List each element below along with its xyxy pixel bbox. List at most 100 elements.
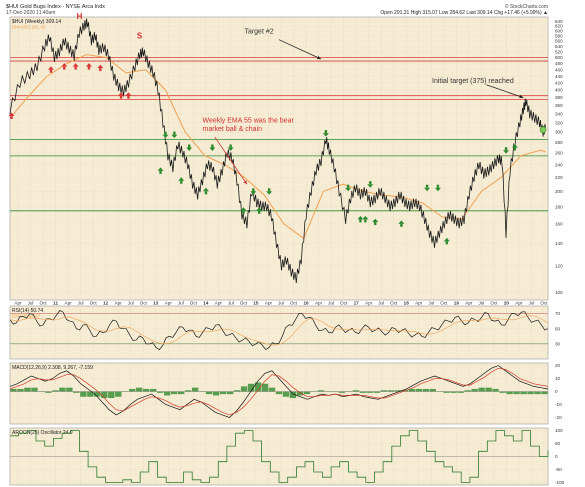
red-up-arrow-head xyxy=(85,63,92,67)
rsi-panel-background xyxy=(9,305,549,360)
green-down-arrow-stem xyxy=(267,188,271,192)
macd-histogram-bar xyxy=(541,391,548,395)
green-up-arrow-head xyxy=(357,215,364,220)
macd-histogram-bar xyxy=(240,386,248,392)
chart-title: $HUI Gold Bugs Index - NYSE Arca Indx xyxy=(6,4,105,10)
green-up-arrow-stem xyxy=(159,170,162,174)
macd-histogram-bar xyxy=(352,390,360,392)
red-up-arrow-stem xyxy=(99,68,102,72)
green-up-arrow-stem xyxy=(204,191,208,195)
green-down-arrow-stem xyxy=(187,144,191,148)
red-up-arrow-stem xyxy=(63,66,66,70)
green-up-arrow xyxy=(511,143,518,151)
x-tick-label: Apr xyxy=(465,301,473,306)
annotation: S xyxy=(137,31,143,40)
green-down-arrow-head xyxy=(171,134,178,139)
green-down-arrow xyxy=(345,184,352,192)
aroon-legend: AROON(25) Oscillator 24.0 xyxy=(12,430,73,436)
green-down-arrow-stem xyxy=(229,144,232,148)
green-down-arrow-stem xyxy=(436,184,440,188)
y-tick-label: 380 xyxy=(555,95,563,100)
macd-histogram-bar xyxy=(115,391,122,397)
red-up-arrow-stem xyxy=(87,66,91,70)
x-tick-label: Jul xyxy=(28,301,34,306)
macd-histogram-bar xyxy=(73,391,80,393)
green-down-arrow xyxy=(434,184,441,192)
rsi-legend: RSI(14) 50.74 xyxy=(12,308,43,314)
x-tick-label: Jul xyxy=(278,301,284,306)
x-tick-label: 18 xyxy=(404,301,410,306)
red-up-arrow-stem xyxy=(10,116,13,120)
x-tick-label: Apr xyxy=(115,301,123,306)
y-tick-label: 260 xyxy=(555,151,563,156)
red-up-arrow-head xyxy=(118,92,125,96)
macd-histogram-bar xyxy=(296,391,304,396)
x-tick-label: Jul xyxy=(228,301,234,306)
x-tick-label: 20 xyxy=(504,301,510,306)
green-down-arrow-head xyxy=(322,133,329,137)
x-tick-label: Oct xyxy=(490,301,498,306)
macd-histogram-bar xyxy=(408,388,415,392)
x-tick-label: Oct xyxy=(190,301,198,306)
green-down-arrow-head xyxy=(266,191,273,195)
macd-histogram-bar xyxy=(80,391,87,397)
macd-histogram-bar xyxy=(59,387,66,392)
macd-line xyxy=(9,365,549,418)
green-up-arrow xyxy=(398,220,405,227)
green-down-arrow-stem xyxy=(425,184,429,188)
macd-histogram-bar xyxy=(184,390,192,392)
annotation-arrow xyxy=(278,39,322,60)
green-up-arrow-stem xyxy=(513,147,517,151)
green-up-arrow-head xyxy=(443,237,450,242)
y-tick-label: 540 xyxy=(555,44,563,49)
red-up-arrow-head xyxy=(61,63,68,67)
macd-legend: MACD(12,26,9) 2.308, 9.267, -7.159 xyxy=(12,365,93,371)
green-up-arrow-head xyxy=(511,143,518,148)
macd-histogram-bar xyxy=(373,391,381,393)
rsi-tick-label: 30 xyxy=(555,341,561,346)
green-down-arrow-head xyxy=(503,150,510,154)
green-up-arrow xyxy=(372,218,379,226)
x-tick-label: 19 xyxy=(454,301,460,306)
green-down-arrow-stem xyxy=(346,184,350,188)
y-tick-label: 180 xyxy=(555,204,563,209)
macd-histogram-bar xyxy=(164,391,171,396)
x-tick-label: Oct xyxy=(290,301,298,306)
price-panel-background xyxy=(9,16,549,301)
x-tick-label: 17 xyxy=(354,301,360,306)
macd-histogram-bar xyxy=(457,391,464,393)
macd-histogram-bar xyxy=(464,390,471,392)
green-down-arrow-stem xyxy=(173,131,176,135)
green-down-arrow-head xyxy=(186,147,193,151)
green-up-arrow-head xyxy=(256,207,263,211)
y-tick-label: 100 xyxy=(555,290,563,295)
rsi-tick-label: 70 xyxy=(555,311,561,316)
macd-histogram-bar xyxy=(101,391,108,399)
green-down-arrow-head xyxy=(227,147,234,151)
annotation-arrow xyxy=(214,136,248,185)
x-tick-label: Jul xyxy=(328,301,334,306)
x-tick-label: 14 xyxy=(203,301,209,306)
macd-histogram-bar xyxy=(94,391,101,397)
macd-histogram-bar xyxy=(289,391,297,399)
red-up-arrow xyxy=(8,112,15,120)
green-up-arrow-stem xyxy=(258,210,261,214)
macd-histogram-bar xyxy=(506,391,513,395)
y-tick-label: 240 xyxy=(555,162,563,167)
y-tick-label: 520 xyxy=(555,49,563,54)
ema-legend: EMA(55) 261.42 xyxy=(12,25,46,30)
green-down-arrow-stem xyxy=(252,188,255,192)
x-tick-label: Apr xyxy=(215,301,223,306)
green-up-arrow-stem xyxy=(359,219,362,223)
green-down-arrow xyxy=(503,147,510,154)
y-tick-label: 280 xyxy=(555,140,563,145)
green-up-arrow-head xyxy=(372,218,379,223)
x-tick-label: Jul xyxy=(478,301,484,306)
green-down-arrow-head xyxy=(162,134,169,139)
macd-histogram-bar xyxy=(219,391,227,395)
macd-histogram-bar xyxy=(338,391,346,393)
red-up-arrow xyxy=(125,92,132,99)
green-up-arrow xyxy=(256,207,263,214)
macd-histogram-bar xyxy=(471,388,478,392)
y-tick-label: 300 xyxy=(555,130,563,135)
